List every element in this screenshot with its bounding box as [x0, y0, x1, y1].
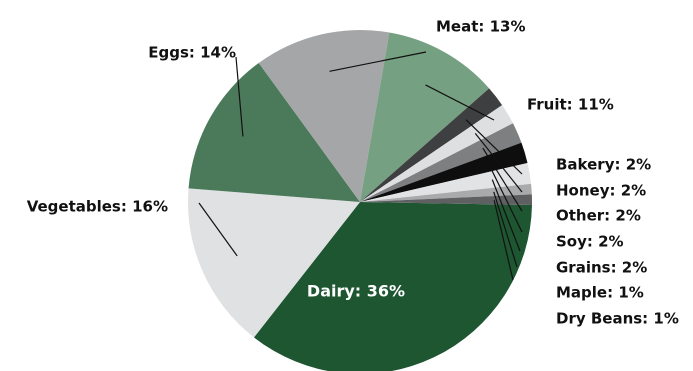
leader-grains	[491, 179, 521, 252]
slice-labels: Dairy: 36% Vegetables: 16% Eggs: 14% Meat: …	[27, 18, 679, 328]
slice-grains	[360, 162, 532, 202]
leader-honey	[474, 133, 523, 193]
label-dairy: Dairy: 36%	[307, 282, 405, 301]
slice-dairy	[253, 202, 532, 371]
label-other: Other: 2%	[556, 207, 641, 225]
slice-other	[360, 123, 522, 202]
leader-fruit	[425, 84, 495, 121]
label-grains: Grains: 2%	[556, 259, 647, 277]
leader-other	[482, 147, 523, 212]
leader-maple	[493, 191, 518, 268]
label-soy: Soy: 2%	[556, 233, 624, 251]
leader-meat	[329, 51, 427, 72]
label-fruit: Fruit: 11%	[527, 96, 614, 114]
slice-eggs	[188, 62, 360, 203]
leader-vegetables	[198, 202, 238, 257]
slice-vegetables	[188, 188, 360, 338]
label-dry-beans: Dry Beans: 1%	[556, 310, 679, 328]
slice-soy	[360, 142, 528, 202]
leader-soy	[487, 163, 523, 233]
pie-slices	[188, 29, 533, 371]
slice-honey	[360, 105, 513, 202]
slice-bakery	[360, 88, 503, 202]
label-eggs: Eggs: 14%	[148, 44, 236, 62]
label-honey: Honey: 2%	[556, 182, 646, 200]
label-bakery: Bakery: 2%	[556, 156, 651, 174]
leader-dry-beans	[493, 200, 514, 281]
slice-dry-beans	[360, 194, 533, 206]
leader-bakery	[465, 119, 523, 175]
label-meat: Meat: 13%	[436, 18, 526, 36]
leader-lines	[198, 51, 523, 281]
slice-meat	[258, 29, 390, 202]
label-vegetables: Vegetables: 16%	[27, 198, 168, 216]
slice-maple	[360, 183, 532, 202]
leader-eggs	[235, 56, 244, 137]
slice-fruit	[360, 32, 490, 202]
label-maple: Maple: 1%	[556, 284, 644, 302]
